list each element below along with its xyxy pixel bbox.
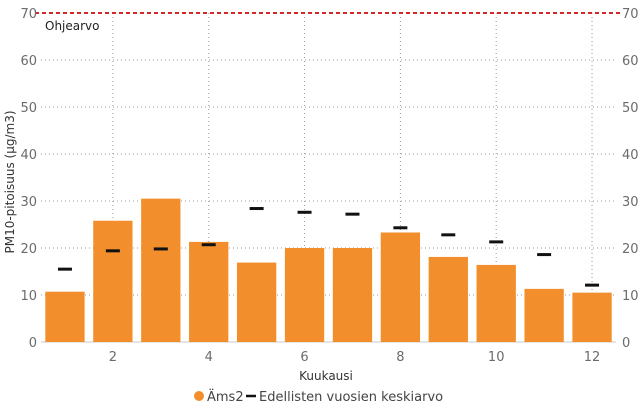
x-tick-label: 6 <box>300 350 308 365</box>
y-tick-label-left: 20 <box>20 242 37 257</box>
bar-month-10 <box>476 264 516 342</box>
bar-month-2 <box>93 220 133 342</box>
bar-month-7 <box>332 248 373 342</box>
y-tick-label-left: 0 <box>29 336 37 351</box>
bar-month-4 <box>189 241 229 342</box>
y-tick-label-left: 10 <box>20 289 37 304</box>
x-axis-title: Kuukausi <box>299 369 353 383</box>
grid <box>41 13 616 343</box>
x-tick-label: 8 <box>396 350 404 365</box>
y-tick-label-left: 40 <box>20 148 37 163</box>
y-tick-label-right: 10 <box>622 289 639 304</box>
x-tick-label: 2 <box>109 350 117 365</box>
y-tick-label-left: 70 <box>20 7 37 22</box>
y-axis-right-ticks: 0 10 20 30 40 50 60 70 <box>622 7 639 351</box>
y-tick-label-right: 0 <box>622 336 630 351</box>
legend-label-bars: Äms2 <box>207 389 244 405</box>
y-tick-label-left: 50 <box>20 101 37 116</box>
y-axis-title: PM10-pitoisuus (µg/m3) <box>3 110 17 253</box>
y-tick-label-right: 30 <box>622 195 639 210</box>
x-tick-label: 4 <box>205 350 213 365</box>
bar-month-12 <box>572 292 612 342</box>
y-axis-left-ticks: 0 10 20 30 40 50 60 70 <box>20 7 37 351</box>
bar-month-3 <box>141 198 181 342</box>
bar-month-6 <box>284 248 325 342</box>
x-tick-label: 12 <box>584 350 601 365</box>
bar-month-8 <box>380 232 421 342</box>
y-tick-label-right: 50 <box>622 101 639 116</box>
bar-series <box>45 198 612 342</box>
y-tick-label-left: 30 <box>20 195 37 210</box>
bar-month-1 <box>45 291 85 342</box>
legend-swatch-bars <box>194 391 204 401</box>
bar-month-5 <box>236 262 277 342</box>
y-tick-label-right: 20 <box>622 242 639 257</box>
bar-month-9 <box>428 256 468 342</box>
x-axis-ticks: 2 4 6 8 10 12 <box>109 350 601 365</box>
y-tick-label-left: 60 <box>20 54 37 69</box>
legend: Äms2 Edellisten vuosien keskiarvo <box>194 389 443 405</box>
y-tick-label-right: 60 <box>622 54 639 69</box>
y-tick-label-right: 40 <box>622 148 639 163</box>
average-markers <box>57 207 600 287</box>
bar-month-11 <box>524 288 564 342</box>
reference-line-label: Ohjearvo <box>45 19 100 33</box>
y-tick-label-right: 70 <box>622 7 639 22</box>
x-tick-label: 10 <box>488 350 505 365</box>
legend-label-markers: Edellisten vuosien keskiarvo <box>259 390 443 405</box>
